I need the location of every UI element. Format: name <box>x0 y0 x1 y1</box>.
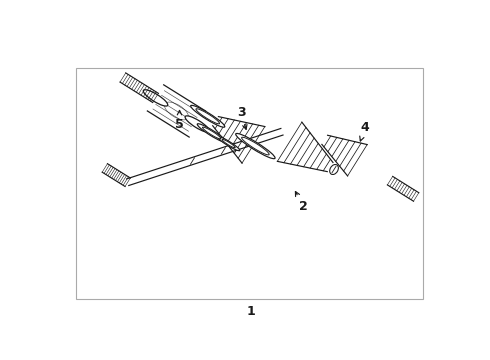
Text: 4: 4 <box>360 121 369 141</box>
Text: 5: 5 <box>175 111 184 131</box>
Text: 1: 1 <box>247 305 255 318</box>
Ellipse shape <box>330 165 339 175</box>
Ellipse shape <box>197 124 226 142</box>
Text: 3: 3 <box>237 106 247 129</box>
Text: 2: 2 <box>295 192 308 213</box>
Ellipse shape <box>185 116 210 132</box>
Ellipse shape <box>222 139 235 148</box>
Ellipse shape <box>236 134 275 159</box>
Ellipse shape <box>196 109 220 124</box>
Ellipse shape <box>143 90 168 106</box>
Ellipse shape <box>202 127 221 139</box>
Ellipse shape <box>191 105 225 127</box>
Ellipse shape <box>242 137 269 155</box>
Ellipse shape <box>218 136 240 151</box>
